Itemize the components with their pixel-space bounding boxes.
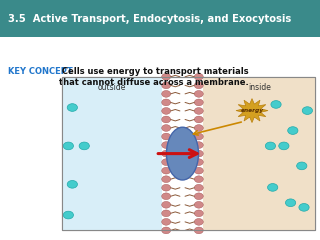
Circle shape [162,142,171,148]
Circle shape [194,99,203,106]
FancyBboxPatch shape [62,77,315,230]
Circle shape [285,199,296,207]
Circle shape [162,159,171,166]
Circle shape [194,167,203,174]
Circle shape [67,104,77,111]
Circle shape [194,125,203,131]
Circle shape [271,101,281,108]
Circle shape [194,176,203,183]
Text: 3.5  Active Transport, Endocytosis, and Exocytosis: 3.5 Active Transport, Endocytosis, and E… [8,14,291,24]
Circle shape [162,193,171,200]
Circle shape [79,142,89,150]
Bar [203,77,315,230]
Circle shape [162,82,171,89]
Circle shape [194,116,203,123]
Circle shape [194,201,203,208]
Circle shape [302,107,313,114]
Circle shape [162,150,171,157]
Circle shape [162,176,171,183]
Circle shape [162,116,171,123]
Circle shape [194,133,203,140]
Circle shape [162,218,171,225]
Circle shape [268,184,278,191]
Circle shape [162,73,171,80]
Circle shape [162,90,171,97]
Circle shape [162,201,171,208]
Circle shape [162,133,171,140]
Circle shape [297,162,307,170]
Circle shape [162,227,171,234]
Bar [62,77,315,230]
Circle shape [194,142,203,148]
FancyBboxPatch shape [0,0,320,37]
Circle shape [299,204,309,211]
Circle shape [194,218,203,225]
Circle shape [162,210,171,217]
Circle shape [194,227,203,234]
Circle shape [194,90,203,97]
Text: energy: energy [240,108,264,113]
Circle shape [194,210,203,217]
Circle shape [194,108,203,114]
Text: inside: inside [248,83,271,92]
Circle shape [162,125,171,131]
Circle shape [162,108,171,114]
Circle shape [194,82,203,89]
Circle shape [162,184,171,191]
Circle shape [194,193,203,200]
Circle shape [265,142,276,150]
Circle shape [194,159,203,166]
Circle shape [288,127,298,134]
Circle shape [194,150,203,157]
Circle shape [194,184,203,191]
Circle shape [279,142,289,150]
Ellipse shape [166,127,198,180]
Circle shape [63,142,74,150]
Text: Cells use energy to transport materials
that cannot diffuse across a membrane.: Cells use energy to transport materials … [59,67,249,87]
Polygon shape [236,99,268,123]
Text: outside: outside [98,83,126,92]
Circle shape [194,73,203,80]
Circle shape [162,167,171,174]
Circle shape [63,211,74,219]
Circle shape [67,180,77,188]
Circle shape [162,99,171,106]
Text: KEY CONCEPT: KEY CONCEPT [8,67,73,76]
Bar [62,77,162,230]
